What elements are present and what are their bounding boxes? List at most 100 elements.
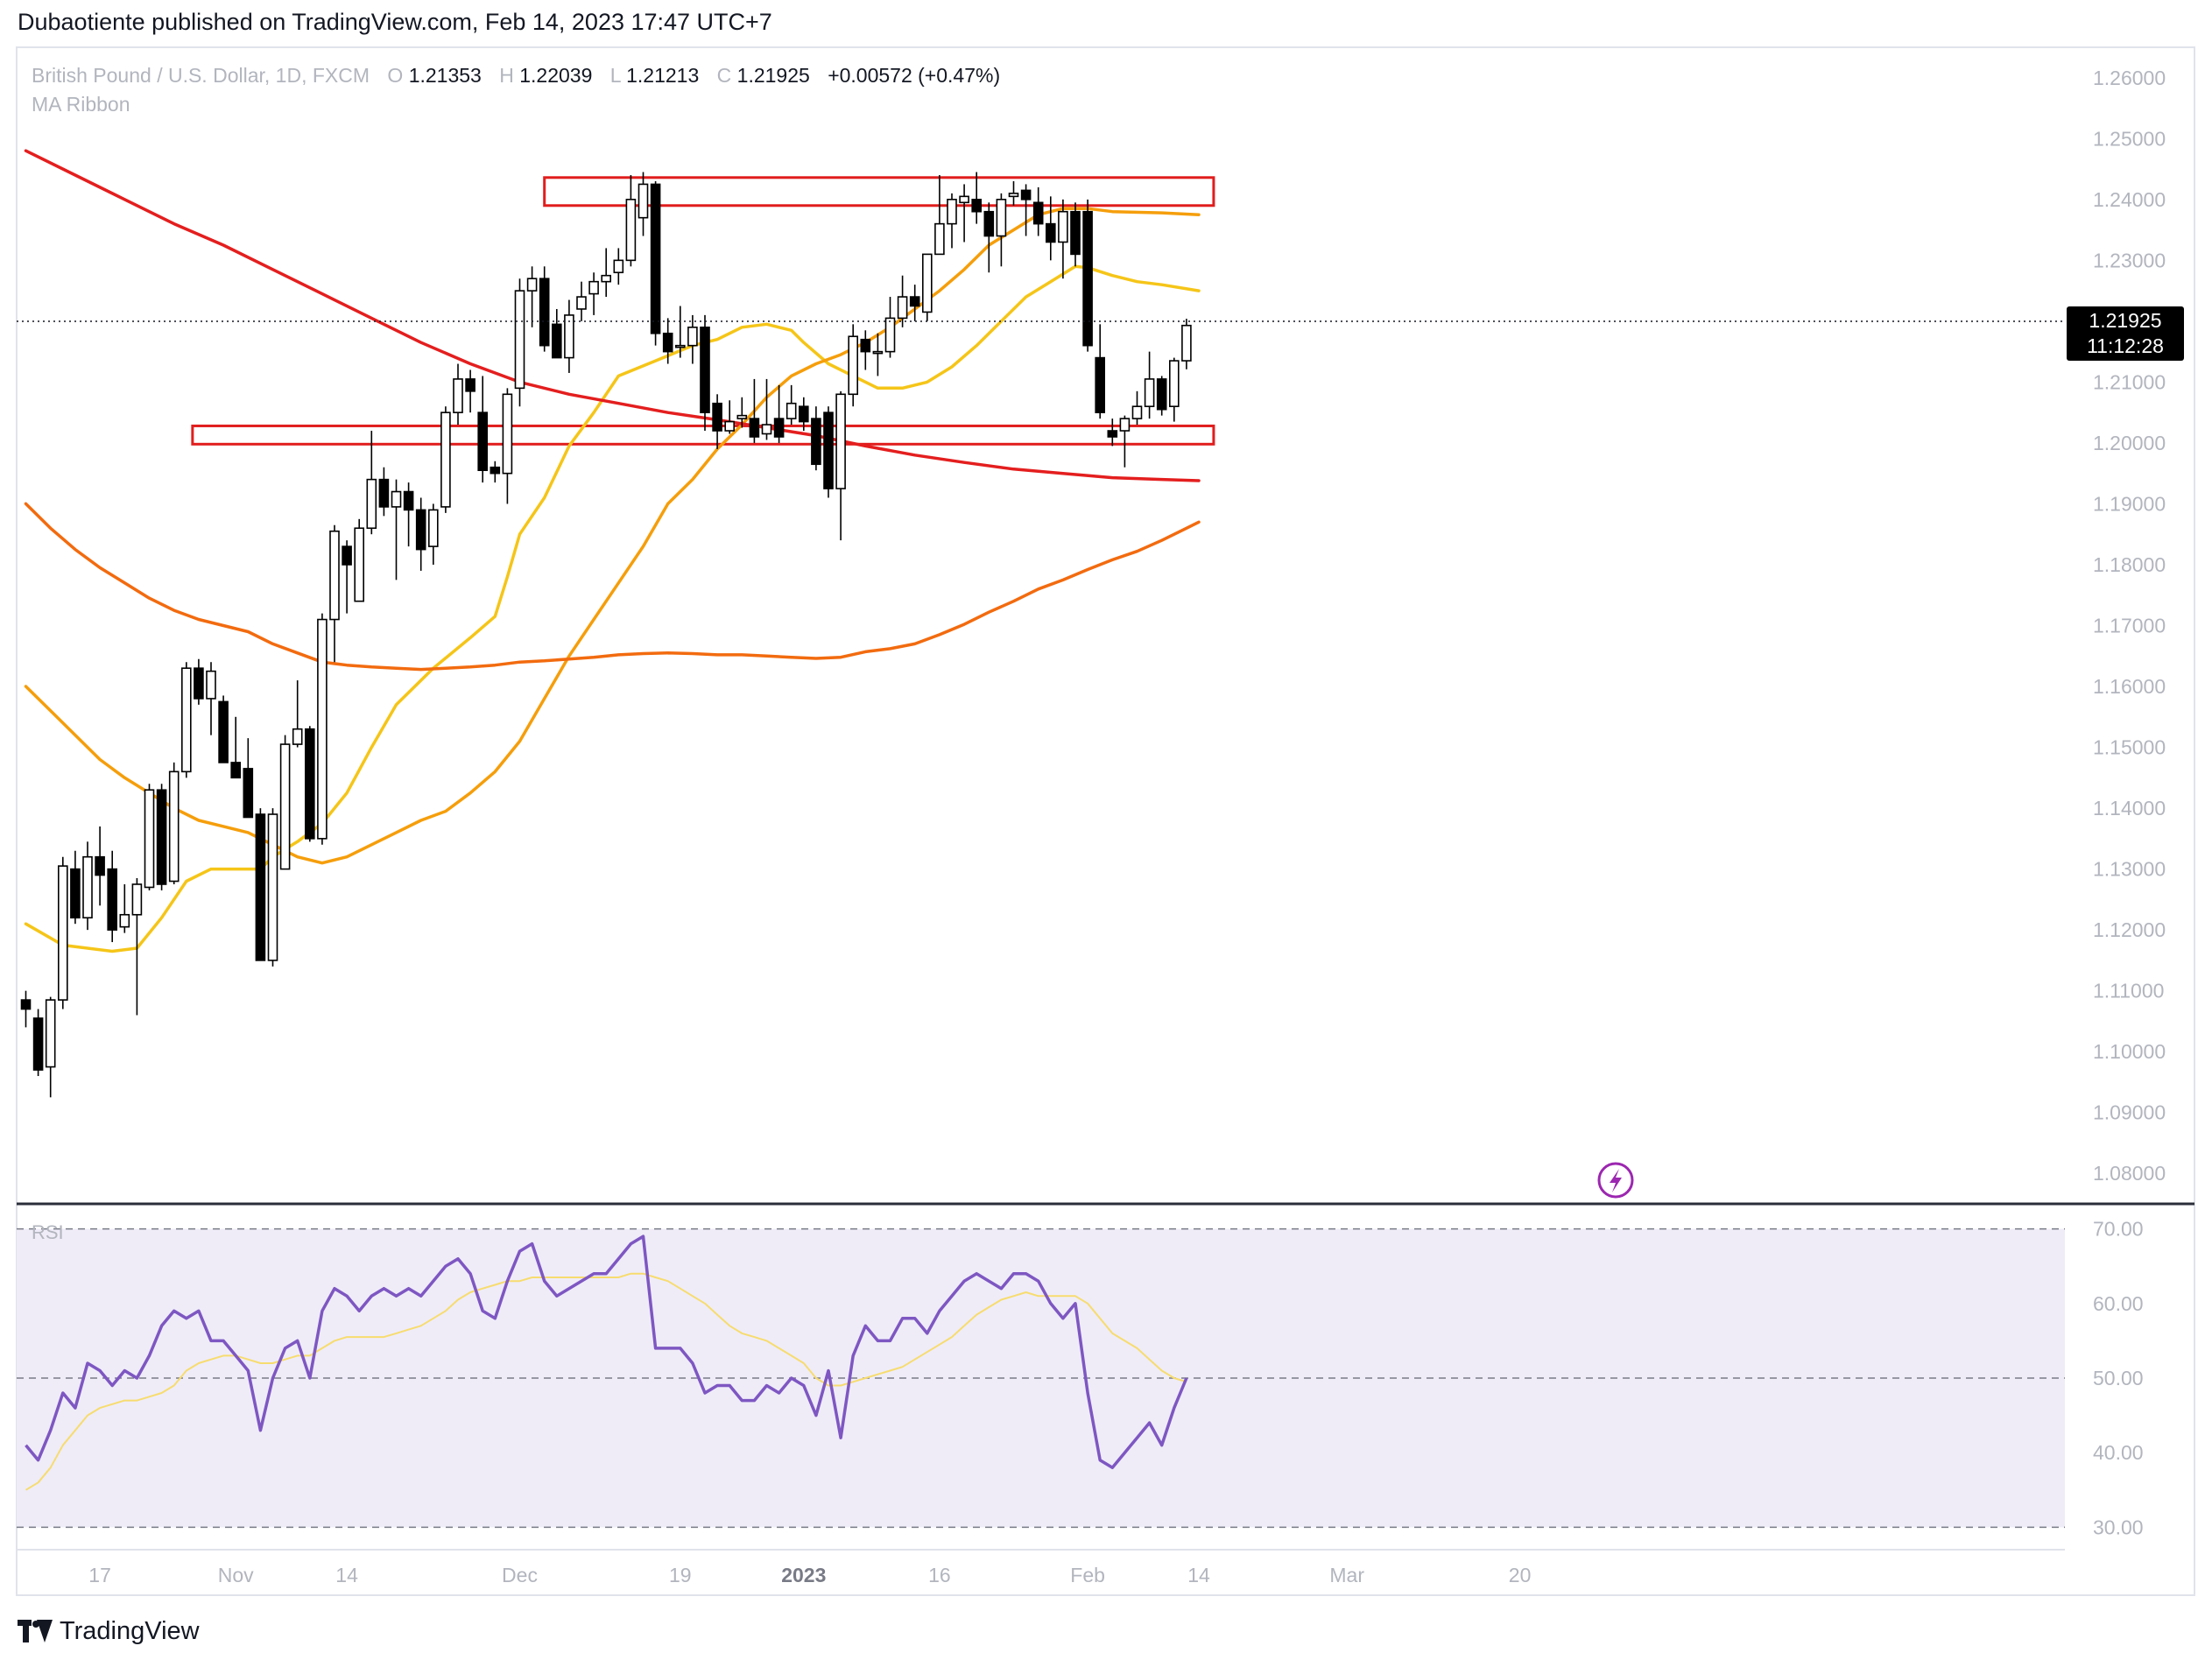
candle-body: [1046, 222, 1056, 243]
candle: [317, 613, 328, 845]
candle-body: [181, 667, 192, 773]
candle: [564, 299, 574, 373]
high-value: 1.22039: [519, 64, 592, 87]
candle: [168, 762, 180, 884]
price-tick-label: 1.23000: [2093, 249, 2166, 271]
price-tick-label: 1.20000: [2093, 432, 2166, 454]
candle-body: [440, 411, 451, 508]
price-axis[interactable]: 1.260001.250001.240001.230001.220001.210…: [2093, 67, 2166, 1185]
candle-body: [82, 855, 93, 919]
candle: [329, 524, 340, 663]
candle: [502, 388, 513, 504]
candle-body: [576, 296, 587, 310]
candle: [662, 318, 673, 364]
candle-body: [1032, 201, 1044, 225]
candle: [427, 503, 439, 565]
price-tick-label: 1.10000: [2093, 1040, 2166, 1063]
candle: [650, 180, 661, 346]
candle: [638, 172, 649, 236]
candle-body: [168, 770, 180, 883]
candle-body: [884, 317, 896, 353]
alert-lightning-icon[interactable]: [1597, 1162, 1634, 1199]
candle: [82, 841, 93, 931]
candle-body: [909, 296, 920, 307]
chart-frame: [16, 46, 2195, 1596]
candle: [255, 808, 266, 961]
price-tick-label: 1.17000: [2093, 615, 2166, 637]
candle: [354, 518, 365, 602]
candle-body: [144, 789, 155, 889]
candle-body: [625, 199, 637, 262]
time-axis[interactable]: 17 Nov 14 Dec 19 2023 16 Feb 14 Mar 20: [88, 1564, 1531, 1586]
candle-body: [835, 393, 846, 489]
candle: [243, 738, 254, 819]
candle: [922, 253, 933, 321]
candle-body: [650, 183, 661, 334]
candle: [1070, 202, 1081, 267]
price-tick-label: 1.15000: [2093, 736, 2166, 759]
ma-line-2: [24, 207, 1201, 865]
candle-body: [996, 199, 1007, 237]
candle-body: [427, 509, 439, 547]
candle-body: [119, 913, 130, 928]
candle: [700, 314, 710, 432]
price-zone-1: [543, 176, 1215, 208]
candle-body: [1058, 210, 1068, 243]
candle-body: [1119, 418, 1131, 432]
candle: [415, 497, 426, 571]
candle: [194, 658, 204, 705]
candle: [773, 384, 785, 443]
candle: [144, 784, 155, 890]
footer-brand-label: TradingView: [60, 1616, 200, 1645]
candle: [625, 175, 637, 267]
price-tick-label: 1.19000: [2093, 492, 2166, 515]
candle: [453, 363, 463, 426]
rsi-tick-label: 30.00: [2093, 1516, 2144, 1538]
candle-body: [1144, 378, 1155, 408]
tradingview-logo-icon: [18, 1620, 53, 1642]
candle: [785, 384, 797, 426]
rsi-tick-label: 50.00: [2093, 1367, 2144, 1389]
candle: [1144, 351, 1155, 419]
candle-body: [687, 327, 698, 347]
candle-body: [292, 728, 303, 745]
candle: [959, 184, 969, 243]
rsi-pane: [17, 1227, 2065, 1529]
symbol-legend[interactable]: British Pound / U.S. Dollar, 1D, FXCM O …: [32, 64, 1000, 116]
candle: [45, 996, 56, 1098]
candle: [1156, 376, 1167, 416]
candle: [724, 400, 736, 434]
rsi-axis[interactable]: 70.00 60.00 50.00 40.00 30.00: [2093, 1218, 2144, 1539]
candle-body: [156, 789, 167, 885]
candle: [107, 850, 117, 943]
candle-body: [712, 402, 722, 432]
last-price-value: 1.21925: [2089, 309, 2161, 332]
low-label: L: [610, 64, 622, 87]
candle-body: [354, 527, 365, 602]
footer-brand[interactable]: TradingView: [18, 1614, 200, 1649]
candle-body: [1169, 360, 1180, 408]
candle-body: [823, 411, 834, 489]
candle: [304, 726, 315, 842]
time-tick-label: 17: [88, 1564, 111, 1586]
candle-body: [206, 670, 216, 700]
candle-body: [58, 865, 68, 1001]
candle-body: [959, 195, 969, 204]
candle-body: [329, 530, 340, 621]
open-label: O: [387, 64, 403, 87]
time-tick-label: 2023: [781, 1564, 826, 1586]
candle: [983, 202, 995, 273]
candle-body: [811, 418, 821, 466]
candle-body: [872, 350, 884, 355]
candle: [872, 333, 884, 376]
candle: [20, 990, 32, 1028]
candle-body: [1095, 356, 1105, 413]
candle-body: [366, 478, 377, 530]
time-tick-label: Dec: [502, 1564, 538, 1586]
support-resistance-zones: [191, 176, 1215, 446]
price-tick-label: 1.14000: [2093, 797, 2166, 819]
candle-body: [317, 618, 328, 840]
time-tick-label: 20: [1509, 1564, 1532, 1586]
candle-body: [95, 855, 105, 876]
